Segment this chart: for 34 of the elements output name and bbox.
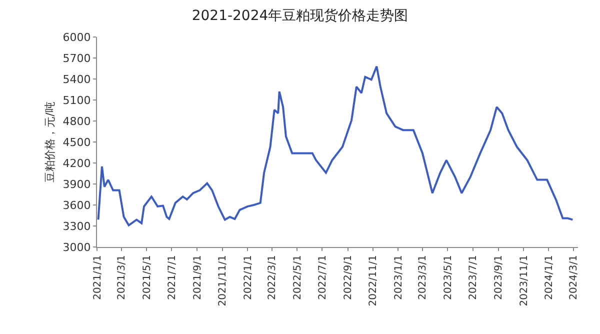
x-tick-label: 2021/7/1 xyxy=(166,255,178,300)
y-tick-label: 6000 xyxy=(62,30,91,44)
y-axis-title: 豆粕价格，元/吨 xyxy=(43,102,56,182)
y-tick-label: 4500 xyxy=(62,136,91,149)
y-tick-label: 5100 xyxy=(62,94,91,107)
x-tick-label: 2023/5/1 xyxy=(442,255,454,300)
x-tick-label: 2022/5/1 xyxy=(292,255,304,300)
y-tick-label: 5400 xyxy=(62,72,91,86)
x-tick-label: 2022/1/1 xyxy=(242,255,254,300)
x-tick-label: 2021/3/1 xyxy=(116,255,128,300)
x-tick-label: 2024/1/1 xyxy=(544,255,555,300)
x-tick-label: 2022/11/1 xyxy=(368,255,380,306)
x-tick-label: 2022/7/1 xyxy=(317,255,328,300)
y-tick-label: 3600 xyxy=(62,198,91,212)
x-tick-label: 2023/7/1 xyxy=(468,255,480,300)
y-tick-label: 5700 xyxy=(62,52,91,65)
y-tick-label: 3900 xyxy=(62,178,91,191)
chart-title: 2021-2024年豆粕现货价格走势图 xyxy=(192,8,408,24)
x-tick-label: 2023/3/1 xyxy=(418,255,429,300)
x-tick-label: 2022/3/1 xyxy=(267,255,278,300)
y-tick-label: 4800 xyxy=(62,114,91,128)
x-tick-label: 2023/11/1 xyxy=(518,255,530,306)
x-tick-label: 2022/9/1 xyxy=(343,255,354,300)
x-tick-label: 2024/3/1 xyxy=(568,255,580,300)
x-tick-label: 2021/1/1 xyxy=(92,255,104,300)
x-tick-label: 2021/5/1 xyxy=(142,255,153,300)
x-tick-label: 2021/11/1 xyxy=(218,255,229,306)
y-tick-label: 3000 xyxy=(62,240,91,254)
x-tick-label: 2021/9/1 xyxy=(192,255,204,300)
line-series xyxy=(97,65,574,226)
y-tick-label: 3300 xyxy=(62,220,91,233)
x-tick-label: 2023/1/1 xyxy=(393,255,404,300)
y-tick-label: 4200 xyxy=(62,156,91,170)
x-tick-label: 2023/9/1 xyxy=(494,255,505,300)
